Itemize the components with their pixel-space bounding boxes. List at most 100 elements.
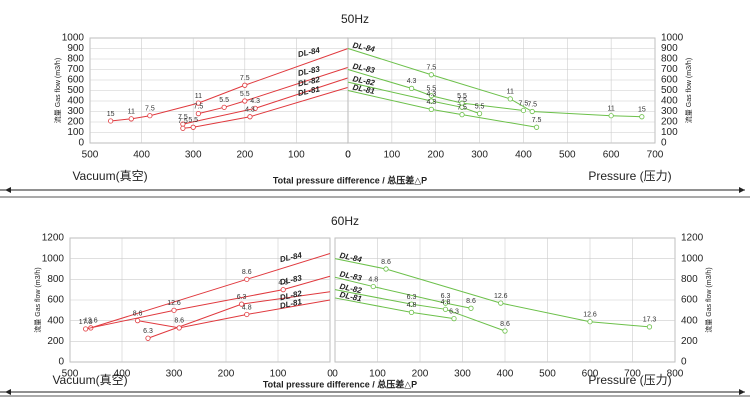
point-label: 4.3 bbox=[407, 78, 417, 85]
y-tick-label: 0 bbox=[661, 138, 667, 149]
y-tick-label: 400 bbox=[47, 315, 64, 326]
y-tick-label: 1200 bbox=[42, 233, 65, 244]
y-tick-label: 800 bbox=[67, 54, 84, 65]
data-point bbox=[608, 113, 614, 119]
point-label: 12.6 bbox=[167, 300, 181, 307]
point-label: 8.6 bbox=[381, 259, 391, 266]
y-tick-label: 600 bbox=[67, 75, 84, 86]
point-label: 4.8 bbox=[278, 280, 288, 287]
series-name: DL-84 bbox=[279, 251, 303, 265]
series-line bbox=[182, 86, 349, 129]
x-tick-label: 700 bbox=[624, 369, 641, 380]
point-label: 15 bbox=[638, 107, 646, 114]
series-line bbox=[347, 81, 480, 115]
y-tick-label: 800 bbox=[681, 274, 698, 285]
point-label: 6.3 bbox=[237, 294, 247, 301]
x-tick-label: 0 bbox=[332, 369, 338, 380]
point-label: 4.3 bbox=[426, 91, 436, 98]
point-label: 4.8 bbox=[407, 302, 417, 309]
point-label: 15 bbox=[107, 111, 115, 118]
point-label: 5.5 bbox=[457, 93, 467, 100]
series-line bbox=[110, 48, 349, 122]
data-point bbox=[529, 108, 535, 115]
data-point bbox=[476, 111, 483, 117]
x-tick-label: 100 bbox=[369, 369, 386, 380]
point-label: 5.5 bbox=[240, 91, 250, 98]
point-label: 6.3 bbox=[407, 294, 417, 301]
pressure-label: Pressure (压力) bbox=[588, 169, 671, 183]
x-tick-label: 200 bbox=[218, 369, 235, 380]
data-point bbox=[639, 114, 645, 120]
data-point bbox=[108, 118, 114, 124]
y-tick-label: 400 bbox=[661, 96, 678, 107]
point-label: 11 bbox=[507, 89, 514, 96]
x-tick-label: 0 bbox=[345, 150, 351, 161]
y-tick-label: 600 bbox=[681, 295, 698, 306]
x-tick-label: 400 bbox=[114, 369, 131, 380]
data-point bbox=[451, 315, 457, 322]
data-point bbox=[195, 111, 201, 117]
series-line bbox=[334, 289, 506, 332]
point-label: 12.6 bbox=[494, 293, 508, 300]
point-label: 11 bbox=[195, 93, 202, 100]
point-label: 17.3 bbox=[79, 319, 93, 326]
x-tick-label: 400 bbox=[133, 150, 150, 161]
point-label: 7.5 bbox=[527, 101, 537, 108]
data-point bbox=[242, 82, 248, 88]
data-point bbox=[221, 104, 227, 110]
x-tick-label: 700 bbox=[647, 150, 664, 161]
x-tick-label: 200 bbox=[412, 369, 429, 380]
data-point bbox=[408, 309, 415, 315]
data-point bbox=[180, 125, 186, 131]
point-label: 11 bbox=[128, 109, 135, 116]
x-tick-label: 400 bbox=[515, 150, 532, 161]
point-label: 5.5 bbox=[219, 97, 229, 104]
data-point bbox=[247, 114, 253, 120]
y-tick-label: 300 bbox=[67, 106, 84, 117]
point-label: 7.5 bbox=[426, 65, 436, 72]
series-line bbox=[347, 90, 537, 128]
point-label: 6.3 bbox=[143, 328, 153, 335]
x-tick-label: 300 bbox=[454, 369, 471, 380]
y-tick-label: 1000 bbox=[661, 33, 684, 44]
series-line bbox=[137, 299, 331, 329]
data-point bbox=[533, 124, 540, 130]
y-tick-label: 200 bbox=[681, 336, 698, 347]
point-label: 6.3 bbox=[449, 308, 459, 315]
x-tick-label: 200 bbox=[236, 150, 253, 161]
y-tick-label: 0 bbox=[681, 357, 687, 368]
y-tick-label: 900 bbox=[661, 43, 678, 54]
point-label: 4.3 bbox=[250, 98, 260, 105]
data-point bbox=[459, 104, 465, 110]
x-axis-title: Total pressure difference / 总压差△P bbox=[263, 378, 417, 389]
y-tick-label: 500 bbox=[67, 85, 84, 96]
y-tick-label: 700 bbox=[67, 64, 84, 75]
x-tick-label: 800 bbox=[667, 369, 684, 380]
x-axis-title: Total pressure difference / 总压差△P bbox=[273, 174, 427, 185]
point-label: 12.6 bbox=[84, 318, 98, 325]
point-label: 8.6 bbox=[174, 318, 184, 325]
x-tick-label: 100 bbox=[288, 150, 305, 161]
y-tick-label: 400 bbox=[67, 96, 84, 107]
series-name: DL-84 bbox=[352, 41, 376, 55]
x-tick-label: 200 bbox=[427, 150, 444, 161]
x-tick-label: 500 bbox=[62, 369, 79, 380]
data-point bbox=[442, 306, 449, 312]
series-line bbox=[334, 258, 650, 328]
data-point bbox=[242, 98, 248, 104]
data-point bbox=[83, 326, 89, 332]
y-tick-label: 200 bbox=[661, 117, 678, 128]
x-tick-label: 300 bbox=[166, 369, 183, 380]
point-label: 7.5 bbox=[178, 114, 188, 121]
pressure-label: Pressure (压力) bbox=[588, 373, 671, 387]
data-point bbox=[408, 85, 415, 92]
y-tick-label: 800 bbox=[47, 274, 64, 285]
point-label: 8.6 bbox=[466, 298, 476, 305]
y-tick-label: 0 bbox=[58, 357, 64, 368]
data-point bbox=[520, 107, 527, 114]
y-tick-label: 600 bbox=[661, 75, 678, 86]
y-tick-label: 900 bbox=[67, 43, 84, 54]
x-tick-label: 600 bbox=[582, 369, 599, 380]
data-point bbox=[239, 301, 245, 307]
